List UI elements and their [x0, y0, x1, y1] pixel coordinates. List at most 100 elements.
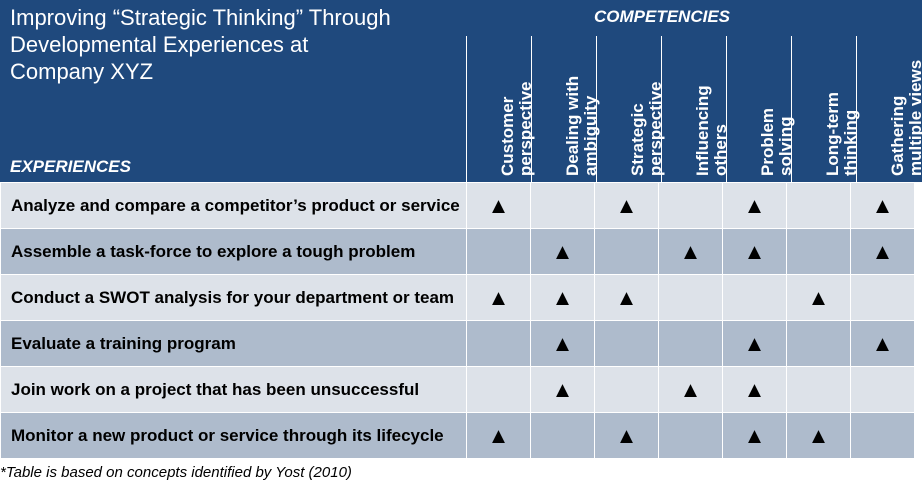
- competency-cell: ▲: [658, 366, 723, 413]
- competency-cell: [466, 228, 531, 275]
- competency-cell: [658, 274, 723, 321]
- competency-cell: ▲: [850, 228, 915, 275]
- competency-cell: [530, 412, 595, 459]
- triangle-marker-icon: ▲: [743, 330, 766, 356]
- competency-cell: [658, 320, 723, 367]
- competency-cell: ▲: [722, 182, 787, 229]
- competency-column-header: Long-term thinking: [792, 36, 860, 180]
- triangle-marker-icon: ▲: [743, 238, 766, 264]
- table-row: Analyze and compare a competitor’s produ…: [0, 182, 915, 229]
- column-divider: [856, 36, 857, 182]
- triangle-marker-icon: ▲: [871, 192, 894, 218]
- column-divider: [466, 36, 467, 182]
- competency-column-header: Dealing with ambiguity: [532, 36, 600, 180]
- table-row: Monitor a new product or service through…: [0, 412, 915, 459]
- competency-cell: ▲: [786, 412, 851, 459]
- competency-cell: [722, 274, 787, 321]
- competency-cell: ▲: [530, 274, 595, 321]
- triangle-marker-icon: ▲: [743, 192, 766, 218]
- competency-cell: ▲: [530, 320, 595, 367]
- competency-cell: ▲: [722, 412, 787, 459]
- competency-cell: ▲: [850, 320, 915, 367]
- competency-cell: [658, 412, 723, 459]
- experiences-heading: EXPERIENCES: [10, 157, 131, 176]
- competency-cell: ▲: [722, 320, 787, 367]
- experience-cell: Conduct a SWOT analysis for your departm…: [0, 274, 467, 321]
- competency-cell: [594, 320, 659, 367]
- experience-cell: Analyze and compare a competitor’s produ…: [0, 182, 467, 229]
- competency-cell: ▲: [530, 228, 595, 275]
- competency-cell: ▲: [594, 274, 659, 321]
- competency-label: Customer perspective: [498, 81, 535, 177]
- triangle-marker-icon: ▲: [871, 330, 894, 356]
- footnote: *Table is based on concepts identified b…: [0, 464, 352, 481]
- competency-cell: [594, 366, 659, 413]
- competency-column-header: Influencing others: [662, 36, 730, 180]
- competency-cell: [658, 182, 723, 229]
- competency-cell: ▲: [466, 274, 531, 321]
- competency-column-header: Customer perspective: [467, 36, 535, 180]
- competency-cell: ▲: [850, 182, 915, 229]
- competency-cell: ▲: [786, 274, 851, 321]
- competency-label: Long-term thinking: [823, 91, 860, 176]
- competency-label: Dealing with ambiguity: [563, 75, 600, 176]
- competency-cell: [786, 320, 851, 367]
- competency-cell: ▲: [466, 182, 531, 229]
- competency-column-header: Gathering multiple views: [857, 36, 923, 180]
- column-divider: [661, 36, 662, 182]
- triangle-marker-icon: ▲: [551, 376, 574, 402]
- triangle-marker-icon: ▲: [807, 422, 830, 448]
- table-header: Improving “Strategic Thinking” Through D…: [0, 0, 923, 182]
- table-row: Conduct a SWOT analysis for your departm…: [0, 274, 915, 321]
- triangle-marker-icon: ▲: [615, 284, 638, 310]
- triangle-marker-icon: ▲: [615, 422, 638, 448]
- competency-label: Strategic perspective: [628, 81, 665, 177]
- competency-label: Gathering multiple views: [888, 59, 923, 176]
- competency-cell: ▲: [594, 412, 659, 459]
- triangle-marker-icon: ▲: [551, 284, 574, 310]
- triangle-marker-icon: ▲: [679, 238, 702, 264]
- triangle-marker-icon: ▲: [487, 284, 510, 310]
- competency-cell: [530, 182, 595, 229]
- experience-cell: Monitor a new product or service through…: [0, 412, 467, 459]
- competency-cell: [466, 320, 531, 367]
- competency-cell: ▲: [658, 228, 723, 275]
- page-title: Improving “Strategic Thinking” Through D…: [10, 5, 391, 84]
- table-row: Assemble a task-force to explore a tough…: [0, 228, 915, 275]
- competency-cell: [850, 412, 915, 459]
- competency-cell: [786, 366, 851, 413]
- experience-cell: Evaluate a training program: [0, 320, 467, 367]
- triangle-marker-icon: ▲: [615, 192, 638, 218]
- competency-cell: [786, 228, 851, 275]
- competency-label: Influencing others: [693, 85, 730, 176]
- experiences-table: Analyze and compare a competitor’s produ…: [0, 182, 915, 459]
- column-divider: [791, 36, 792, 182]
- triangle-marker-icon: ▲: [551, 238, 574, 264]
- experience-cell: Join work on a project that has been uns…: [0, 366, 467, 413]
- triangle-marker-icon: ▲: [551, 330, 574, 356]
- competency-cell: [466, 366, 531, 413]
- triangle-marker-icon: ▲: [743, 422, 766, 448]
- competency-cell: [850, 274, 915, 321]
- triangle-marker-icon: ▲: [487, 192, 510, 218]
- competency-cell: ▲: [722, 366, 787, 413]
- triangle-marker-icon: ▲: [871, 238, 894, 264]
- competency-cell: ▲: [466, 412, 531, 459]
- competency-label: Problem solving: [758, 107, 795, 176]
- competency-cell: ▲: [530, 366, 595, 413]
- competencies-heading: COMPETENCIES: [593, 7, 731, 26]
- column-divider: [531, 36, 532, 182]
- column-divider: [726, 36, 727, 182]
- competency-cell: [850, 366, 915, 413]
- triangle-marker-icon: ▲: [487, 422, 510, 448]
- table-row: Evaluate a training program ▲ ▲ ▲: [0, 320, 915, 367]
- experience-cell: Assemble a task-force to explore a tough…: [0, 228, 467, 275]
- table-row: Join work on a project that has been uns…: [0, 366, 915, 413]
- column-divider: [596, 36, 597, 182]
- triangle-marker-icon: ▲: [679, 376, 702, 402]
- competency-cell: ▲: [722, 228, 787, 275]
- competency-column-header: Strategic perspective: [597, 36, 665, 180]
- triangle-marker-icon: ▲: [807, 284, 830, 310]
- competency-column-header: Problem solving: [727, 36, 795, 180]
- triangle-marker-icon: ▲: [743, 376, 766, 402]
